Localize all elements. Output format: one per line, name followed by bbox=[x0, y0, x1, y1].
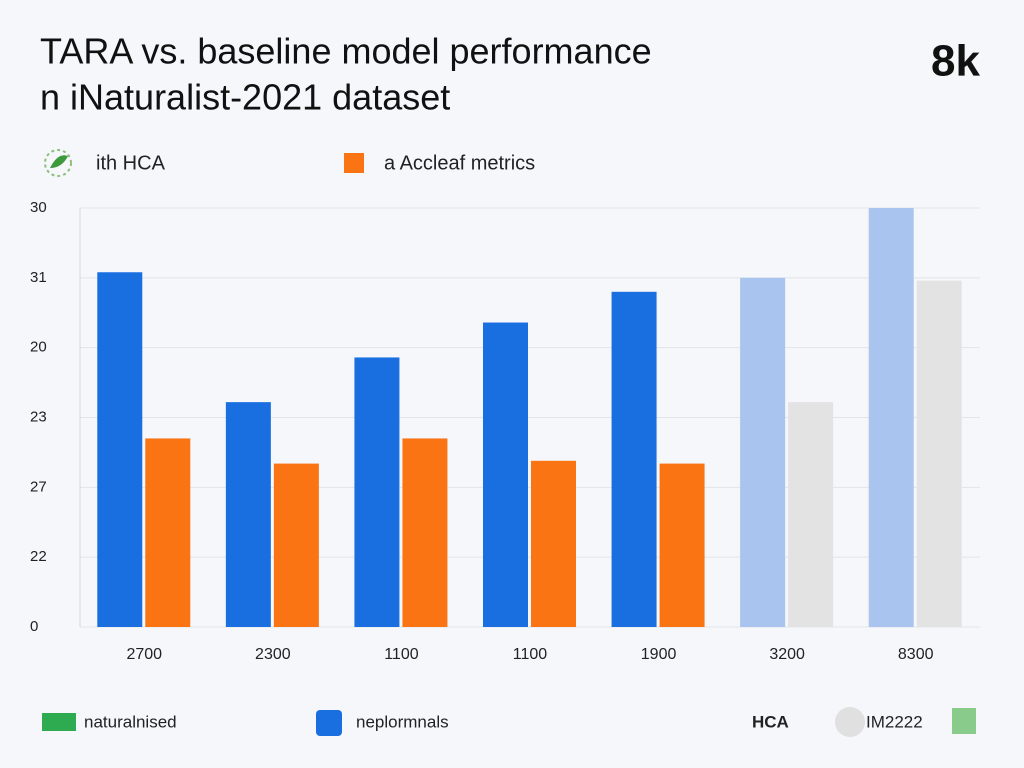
legend-label: a Accleaf metrics bbox=[384, 152, 535, 174]
y-tick-label: 22 bbox=[30, 548, 47, 565]
x-tick-label: 2700 bbox=[126, 646, 162, 663]
bar bbox=[402, 438, 448, 627]
bar bbox=[659, 463, 705, 627]
bar bbox=[788, 402, 834, 627]
badge: 8k bbox=[931, 37, 980, 86]
footer-icons bbox=[42, 707, 976, 737]
footer-label: IM2222 bbox=[866, 712, 923, 731]
bar bbox=[916, 280, 962, 627]
bar bbox=[740, 277, 786, 627]
footer-label: naturalnised bbox=[84, 712, 177, 731]
legend-label: ith HCA bbox=[96, 152, 166, 174]
x-tick-label: 8300 bbox=[898, 646, 934, 663]
chart-title: TARA vs. baseline model performance bbox=[40, 31, 652, 72]
y-tick-label: 20 bbox=[30, 339, 47, 356]
chart-subtitle: n iNaturalist-2021 dataset bbox=[40, 77, 450, 118]
bar bbox=[145, 438, 191, 627]
x-tick-label: 1100 bbox=[384, 646, 419, 663]
y-tick-label: 27 bbox=[30, 478, 47, 495]
y-tick-label: 0 bbox=[30, 618, 38, 635]
y-tick-label: 30 bbox=[30, 199, 47, 216]
bar bbox=[611, 291, 657, 627]
bar bbox=[97, 272, 143, 627]
y-tick-label: 31 bbox=[30, 269, 47, 286]
bar bbox=[531, 460, 576, 627]
x-tick-label: 3200 bbox=[769, 646, 805, 663]
footer-label: HCA bbox=[752, 712, 789, 731]
legend-swatch bbox=[344, 153, 364, 173]
x-tick-label: 1100 bbox=[513, 646, 548, 663]
bar bbox=[868, 208, 914, 627]
bar bbox=[483, 322, 528, 627]
bar bbox=[273, 463, 319, 627]
y-tick-label: 23 bbox=[30, 408, 47, 425]
legend-icon-leaf bbox=[44, 149, 72, 177]
bar bbox=[354, 357, 400, 627]
x-tick-label: 1900 bbox=[641, 646, 677, 663]
footer-label: neplormnals bbox=[356, 712, 449, 731]
bar bbox=[225, 402, 271, 627]
x-tick-label: 2300 bbox=[255, 646, 291, 663]
